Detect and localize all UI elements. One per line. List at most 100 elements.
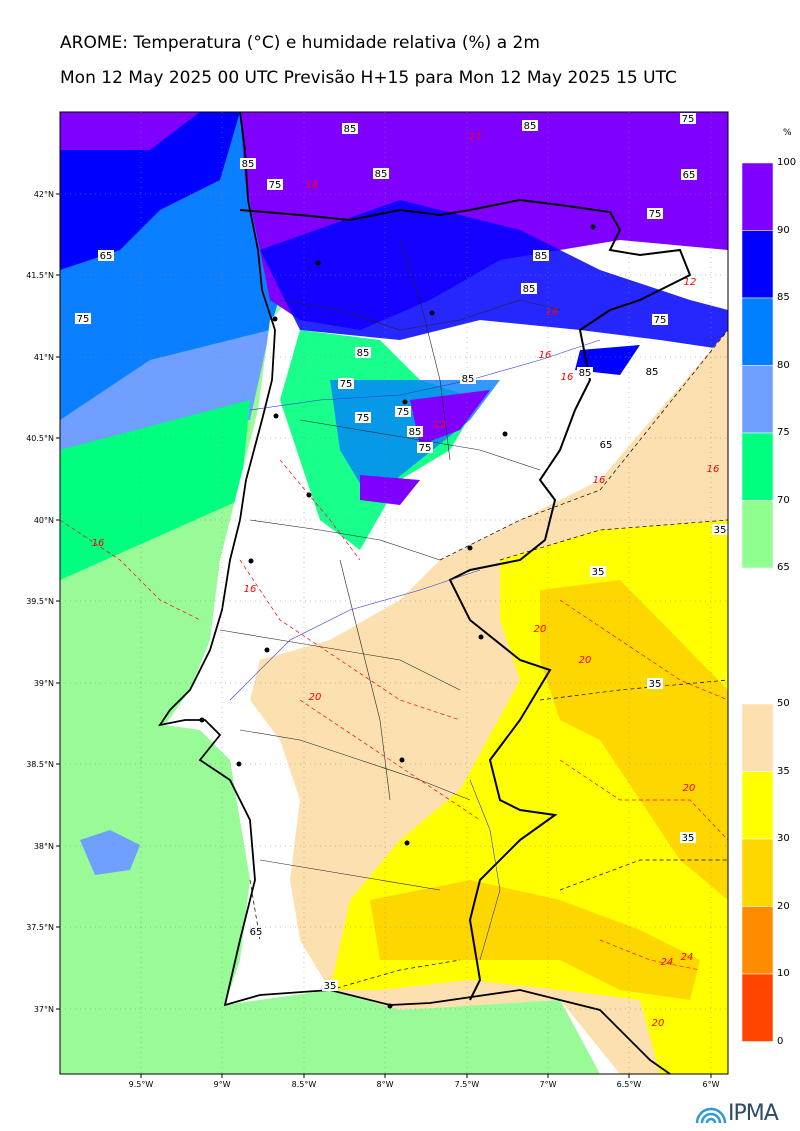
humidity-contour-label: 85 bbox=[533, 250, 549, 262]
temperature-colorbar-segment bbox=[741, 703, 774, 772]
land-humid-100-a bbox=[410, 390, 490, 445]
svg-text:65: 65 bbox=[100, 251, 113, 262]
lon-tick-label: 7°W bbox=[540, 1080, 557, 1089]
temperature-colorbar-tick: 35 bbox=[777, 765, 790, 777]
temperature-colorbar bbox=[741, 703, 774, 1042]
humidity-contour-label: 85 bbox=[522, 120, 538, 132]
lon-tick-label: 7.5°W bbox=[455, 1080, 480, 1089]
svg-text:75: 75 bbox=[419, 443, 432, 454]
border-portugal-spain bbox=[239, 198, 692, 1001]
land-humid-90 bbox=[260, 200, 728, 350]
svg-text:85: 85 bbox=[524, 121, 537, 132]
humidity-contour-label: 85 bbox=[342, 123, 358, 135]
city-markers bbox=[199, 224, 596, 1009]
temperature-contour-label: 20 bbox=[652, 1018, 665, 1029]
humidity-contour-label: 75 bbox=[417, 442, 433, 454]
humidity-contour-label: 85 bbox=[460, 373, 476, 385]
lat-tick-label: 41.5°N bbox=[26, 271, 54, 280]
humidity-colorbar-segment bbox=[741, 162, 774, 231]
temperature-colorbar-segment bbox=[741, 906, 774, 975]
svg-text:75: 75 bbox=[649, 209, 662, 220]
map-frame bbox=[59, 111, 729, 1075]
humidity-contour-label: 75 bbox=[267, 179, 283, 191]
temperature-contour-label: 20 bbox=[683, 783, 696, 794]
humidity-colorbar-segment bbox=[741, 500, 774, 569]
humidity-colorbar-tick: 65 bbox=[777, 562, 790, 573]
humidity-colorbar-segment bbox=[741, 297, 774, 366]
svg-text:35: 35 bbox=[714, 525, 727, 536]
svg-text:75: 75 bbox=[340, 379, 353, 390]
humidity-colorbar-segment bbox=[741, 230, 774, 299]
humidity-contour-label: 75 bbox=[395, 406, 411, 418]
svg-text:75: 75 bbox=[357, 413, 370, 424]
humidity-contour-label: 65 bbox=[98, 250, 114, 262]
humidity-contour-label: 75 bbox=[75, 313, 91, 325]
humidity-contour-label: 65 bbox=[681, 169, 697, 181]
sea-humid-90 bbox=[60, 112, 240, 270]
humidity-contour-label: 85 bbox=[373, 168, 389, 180]
svg-text:35: 35 bbox=[649, 679, 662, 690]
svg-text:35: 35 bbox=[592, 567, 605, 578]
temperature-contour-label: 20 bbox=[309, 692, 322, 703]
humidity-colorbar-tick: 80 bbox=[777, 359, 790, 371]
humidity-colorbar-segment bbox=[741, 432, 774, 501]
humidity-colorbar-segment bbox=[741, 365, 774, 434]
svg-text:85: 85 bbox=[579, 368, 592, 379]
temperature-contour-label: 12 bbox=[434, 420, 447, 431]
temperature-colorbar-segment bbox=[741, 771, 774, 840]
lon-tick-label: 6°W bbox=[703, 1080, 720, 1089]
temperature-colorbar-tick: 50 bbox=[777, 698, 790, 709]
temperature-colorbar-tick: 30 bbox=[777, 833, 790, 844]
svg-text:85: 85 bbox=[462, 374, 475, 385]
temperature-contour-label: 12 bbox=[684, 277, 697, 288]
lon-tick-label: 6.5°W bbox=[617, 1080, 642, 1089]
humidity-contour-label: 75 bbox=[355, 412, 371, 424]
humidity-contour-label: 75 bbox=[652, 314, 668, 326]
temperature-contour-label: 16 bbox=[546, 307, 559, 318]
humidity-colorbar-tick: 85 bbox=[777, 292, 790, 303]
humidity-contour-label: 65 bbox=[248, 926, 264, 938]
humidity-contour-label: 85 bbox=[355, 347, 371, 359]
humidity-contour-label: 85 bbox=[407, 426, 423, 438]
lat-tick-label: 40.5°N bbox=[26, 434, 54, 443]
temperature-colorbar-tick: 20 bbox=[777, 900, 790, 912]
land-humid-100-b bbox=[360, 475, 420, 505]
humidity-contour-label: 85 bbox=[644, 366, 660, 378]
svg-text:85: 85 bbox=[357, 348, 370, 359]
temperature-contour-label: 24 bbox=[661, 957, 674, 968]
ipma-logo-text: IPMA bbox=[728, 1101, 779, 1126]
colorbar-unit: % bbox=[783, 128, 792, 138]
humidity-labels: 85 85 85 85 75 65 75 75 85 65 75 85 75 85 75 75 85 75 65 75… bbox=[75, 113, 728, 992]
coastline bbox=[158, 111, 671, 1075]
humidity-contour-label: 85 bbox=[521, 283, 537, 295]
map-title: AROME: Temperatura (°C) e humidade relat… bbox=[60, 33, 540, 53]
svg-text:75: 75 bbox=[77, 314, 90, 325]
humidity-contour-label: 35 bbox=[712, 524, 728, 536]
svg-text:75: 75 bbox=[682, 114, 695, 125]
sea-humid-80 bbox=[60, 330, 270, 470]
svg-text:35: 35 bbox=[682, 833, 695, 844]
lat-tick-label: 37.5°N bbox=[26, 923, 54, 932]
svg-text:85: 85 bbox=[242, 159, 255, 170]
humidity-contour-label: 35 bbox=[647, 678, 663, 690]
temperature-contour-label: 20 bbox=[534, 624, 547, 635]
temperature-colorbar-tick: 10 bbox=[777, 968, 790, 979]
humidity-contour-label: 35 bbox=[680, 832, 696, 844]
svg-text:75: 75 bbox=[654, 315, 667, 326]
map-field bbox=[60, 112, 728, 1074]
humidity-colorbar bbox=[741, 162, 774, 569]
sea-humid-75 bbox=[60, 400, 250, 580]
svg-text:65: 65 bbox=[250, 927, 263, 938]
humidity-contour-label: 85 bbox=[240, 158, 256, 170]
temperature-contour-label: 16 bbox=[707, 464, 720, 475]
longitude-axis: 9.5°W 9°W 8.5°W 8°W 7.5°W 7°W 6.5°W 6°W bbox=[129, 112, 720, 1089]
humidity-contour-label: 75 bbox=[647, 208, 663, 220]
lat-tick-label: 41°N bbox=[34, 353, 54, 362]
temperature-contour-label: 16 bbox=[244, 584, 257, 595]
humidity-colorbar-tick: 100 bbox=[777, 157, 797, 168]
temperature-colorbar-segment bbox=[741, 973, 774, 1042]
lat-tick-label: 39.5°N bbox=[26, 597, 54, 606]
humidity-colorbar-tick: 70 bbox=[777, 494, 790, 506]
lat-tick-label: 38°N bbox=[34, 842, 54, 851]
